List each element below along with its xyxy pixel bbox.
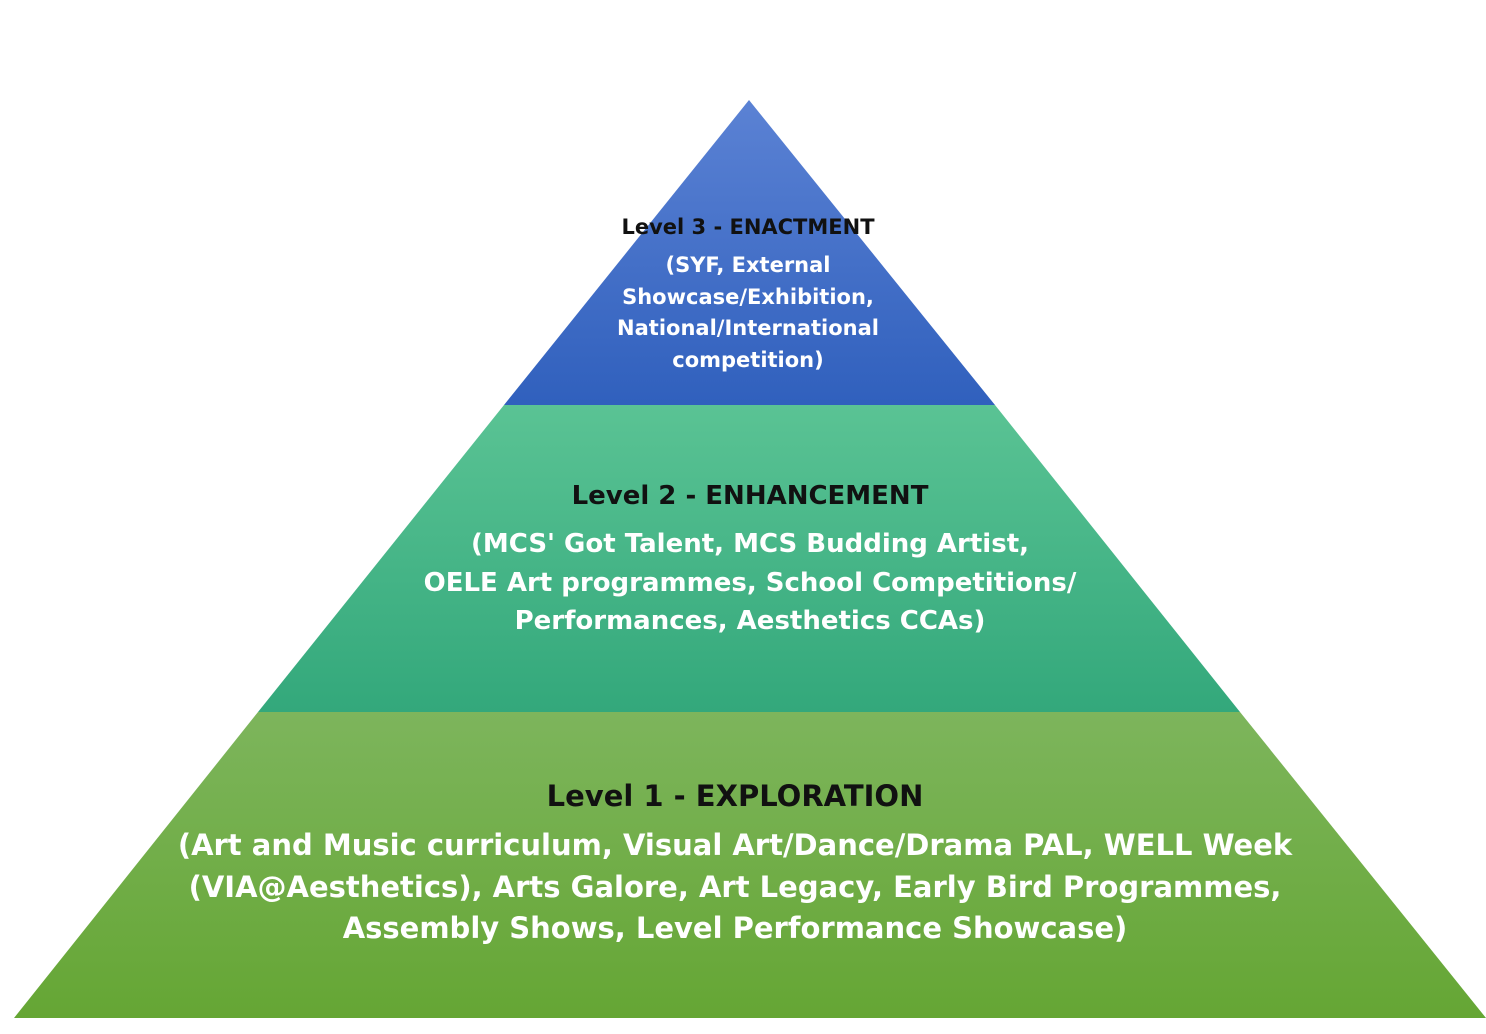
tier1-description-line: (VIA@Aesthetics), Arts Galore, Art Legac… <box>188 869 1282 904</box>
tier3-shape <box>504 100 995 405</box>
tier3-label-group: Level 3 - ENACTMENT (SYF, External Showc… <box>548 210 948 376</box>
tier2-label-group: Level 2 - ENHANCEMENT (MCS' Got Talent, … <box>400 477 1100 641</box>
tier1-description-line: (Art and Music curriculum, Visual Art/Da… <box>177 828 1293 862</box>
tier2-description-line: (MCS' Got Talent, MCS Budding Artist, <box>471 529 1029 559</box>
tier3-title: Level 3 - ENACTMENT <box>621 215 875 239</box>
tier2-shape <box>258 405 1240 712</box>
tier1-title: Level 1 - EXPLORATION <box>546 779 924 813</box>
tier3-description-line: (SYF, External <box>665 253 831 277</box>
tier3-description-line: competition) <box>672 347 824 372</box>
tier2-title: Level 2 - ENHANCEMENT <box>571 481 929 511</box>
tier1-shape <box>14 712 1486 1018</box>
tier2-description-line: OELE Art programmes, School Competitions… <box>423 567 1077 598</box>
tier2-description-line: Performances, Aesthetics CCAs) <box>514 606 986 636</box>
tier3-description-line: National/International <box>617 316 879 340</box>
tier1-label-group: Level 1 - EXPLORATION (Art and Music cur… <box>160 774 1310 950</box>
tier3-description-line: Showcase/Exhibition, <box>622 284 874 309</box>
tier1-description-line: Assembly Shows, Level Performance Showca… <box>342 911 1128 945</box>
